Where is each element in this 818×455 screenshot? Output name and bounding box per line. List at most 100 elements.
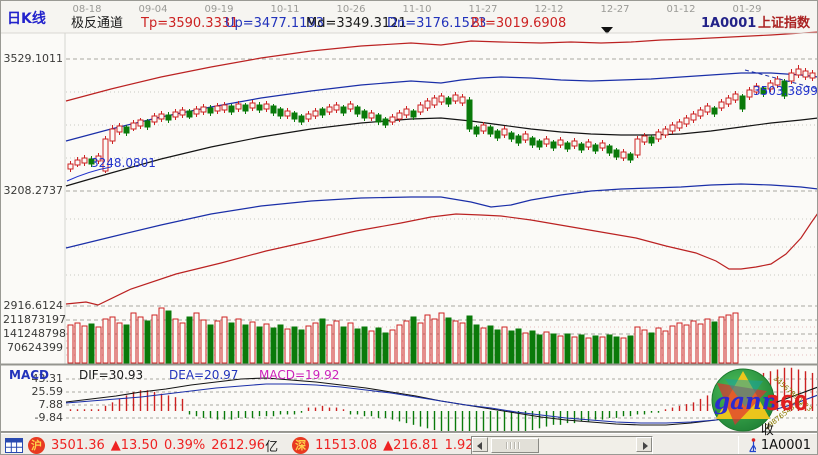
volume-bar <box>130 312 137 364</box>
channel-tp-value: Tp=3590.3331 <box>141 16 239 31</box>
candle-body <box>312 110 319 117</box>
candle-body <box>242 104 249 112</box>
volume-bar <box>284 328 291 364</box>
logo-text-gann: gann <box>714 388 778 415</box>
candle-body <box>718 101 725 109</box>
candle-body <box>753 85 760 93</box>
volume-bar <box>396 324 403 364</box>
shanghai-badge: 沪 <box>28 436 45 454</box>
period-label[interactable]: 日K线 <box>7 11 46 27</box>
candle-body <box>256 104 263 111</box>
candle-body <box>382 118 389 126</box>
macd-axis-label: -9.84 <box>34 411 63 424</box>
volume-bar <box>88 323 95 364</box>
price-axis-label: 2916.6124 <box>3 299 64 312</box>
candle-body <box>781 80 788 97</box>
sh-turnover: 2612.96 <box>211 437 266 453</box>
volume-bar <box>270 327 277 364</box>
candle-body <box>557 139 564 146</box>
candle-body <box>67 163 74 170</box>
volume-bar <box>347 322 354 364</box>
volume-bar <box>165 310 172 364</box>
candle-body <box>431 97 438 106</box>
candle-body <box>298 115 305 123</box>
candle-body <box>186 110 193 118</box>
candle-body <box>151 115 158 123</box>
horizontal-scrollbar[interactable] <box>471 436 653 454</box>
antenna-icon <box>749 438 756 453</box>
volume-bar <box>298 329 305 364</box>
volume-bar <box>403 320 410 364</box>
candle-body <box>326 106 333 113</box>
scrollbar-thumb[interactable] <box>491 438 539 453</box>
volume-bar <box>221 316 228 364</box>
candle-body <box>571 140 578 147</box>
scroll-left-button[interactable] <box>472 437 488 452</box>
scroll-right-button[interactable] <box>636 437 652 452</box>
volume-bar <box>368 330 375 364</box>
macd-axis-label: 7.88 <box>38 398 64 411</box>
channel-md-value: Md=3349.3121 <box>306 16 407 31</box>
symbol-code: 1A0001 <box>701 16 757 31</box>
candle-body <box>123 126 130 134</box>
candle-body <box>361 110 368 119</box>
candle-body <box>221 104 228 111</box>
candle-body <box>550 141 557 149</box>
candle-body <box>81 157 88 164</box>
volume-bar <box>81 325 88 364</box>
volume-bar <box>137 316 144 364</box>
candle-body <box>746 89 753 98</box>
volume-bar <box>732 312 739 364</box>
date-label: 12-12 <box>534 4 564 15</box>
volume-bar <box>585 337 592 364</box>
volume-bar <box>361 326 368 364</box>
tick-feed-label: 收1A0001分笔 <box>760 422 812 453</box>
macd-pane-title[interactable]: MACD <box>9 368 49 382</box>
volume-axis-label: 70624399 <box>7 341 63 354</box>
volume-bar <box>557 335 564 364</box>
channel-dn-value: Dn=3176.1523 <box>387 16 487 31</box>
candle-body <box>340 106 347 114</box>
candle-body <box>648 136 655 144</box>
candle-body <box>592 144 599 152</box>
quote-table-icon[interactable] <box>5 437 23 453</box>
candle-body <box>508 132 515 140</box>
candle-body <box>116 125 123 133</box>
volume-bar <box>354 328 361 364</box>
candle-body <box>543 138 550 145</box>
volume-bar <box>333 320 340 364</box>
volume-bar <box>109 316 116 364</box>
candle-body <box>445 97 452 105</box>
volume-bar <box>550 333 557 364</box>
volume-bar <box>410 316 417 364</box>
candle-body <box>466 99 473 130</box>
candle-body <box>137 119 144 127</box>
indicator-name[interactable]: 极反通道 <box>71 16 124 31</box>
volume-bar <box>291 326 298 364</box>
volume-bar <box>515 328 522 364</box>
candle-body <box>333 104 340 111</box>
volume-axis-label: 211873197 <box>3 313 66 326</box>
macd-axis-label: 25.59 <box>31 385 64 398</box>
volume-bar <box>340 326 347 364</box>
candle-body <box>277 108 284 117</box>
candle-body <box>284 110 291 117</box>
last-price-leader-line <box>744 69 817 90</box>
candle-body <box>634 138 641 156</box>
volume-bar <box>662 330 669 364</box>
candle-body <box>368 112 375 119</box>
date-label: 01-12 <box>666 4 696 15</box>
tick-feed-button[interactable]: 收1A0001分笔 <box>747 419 817 455</box>
candle-body <box>410 110 417 118</box>
thumb-grip <box>506 442 522 449</box>
volume-bar <box>200 319 207 364</box>
volume-bar <box>690 320 697 364</box>
macd-axis-label: 43.31 <box>31 372 64 385</box>
sz-index-change: ▲216.81 <box>383 437 439 453</box>
candle-body <box>669 124 676 132</box>
volume-bar <box>242 324 249 364</box>
symbol-name: 上证指数 <box>758 16 811 31</box>
volume-bar <box>235 318 242 364</box>
volume-bar <box>718 316 725 364</box>
